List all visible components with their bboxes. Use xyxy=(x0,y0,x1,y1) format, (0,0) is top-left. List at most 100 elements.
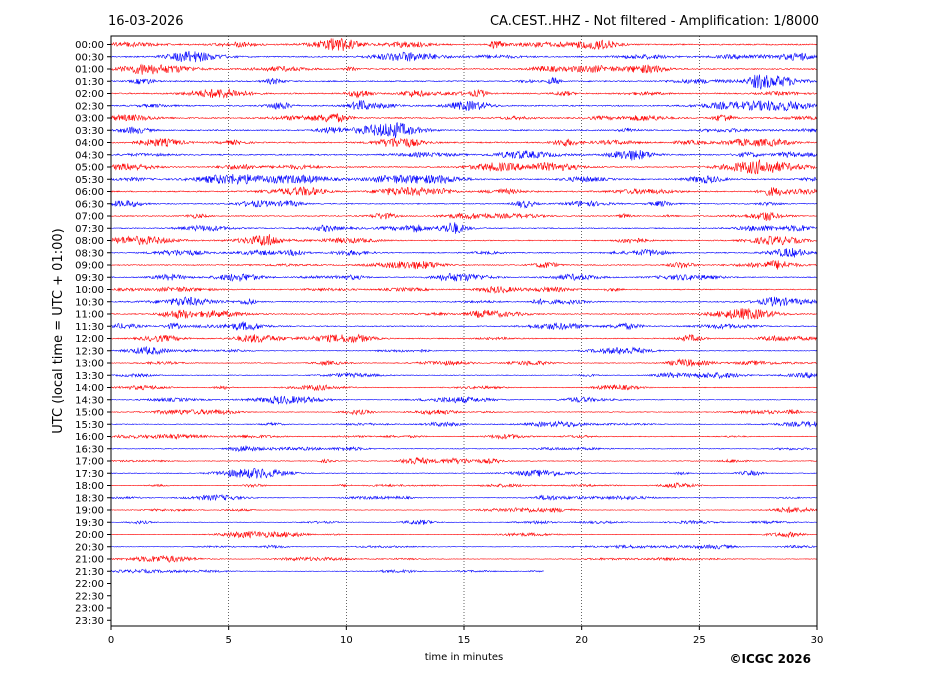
trace-07:30 xyxy=(110,222,817,234)
y-tick-label: 09:30 xyxy=(75,273,104,284)
trace-02:30 xyxy=(110,99,817,112)
y-tick-label: 15:30 xyxy=(75,420,104,431)
trace-05:00 xyxy=(110,159,817,175)
trace-12:00 xyxy=(110,333,817,344)
trace-11:00 xyxy=(110,308,817,320)
trace-21:00 xyxy=(110,555,817,563)
y-tick-label: 12:30 xyxy=(75,346,104,357)
trace-12:30 xyxy=(110,345,817,356)
y-tick-label: 08:00 xyxy=(75,236,104,247)
y-tick-label: 20:00 xyxy=(75,530,104,541)
y-tick-label: 03:00 xyxy=(75,114,104,125)
trace-03:30 xyxy=(110,122,817,139)
trace-21:30 xyxy=(110,568,544,574)
y-tick-label: 22:00 xyxy=(75,579,104,590)
y-tick-label: 00:00 xyxy=(75,40,104,51)
y-tick-label: 18:30 xyxy=(75,493,104,504)
y-tick-label: 12:00 xyxy=(75,334,104,345)
y-tick-label: 19:30 xyxy=(75,518,104,529)
y-tick-label: 19:00 xyxy=(75,506,104,517)
y-tick-label: 10:00 xyxy=(75,285,104,296)
y-tick-label: 21:00 xyxy=(75,555,104,566)
trace-15:30 xyxy=(110,420,817,428)
trace-15:00 xyxy=(110,408,817,416)
seismic-traces xyxy=(110,38,817,574)
y-tick-label: 02:30 xyxy=(75,101,104,112)
y-tick-label: 16:30 xyxy=(75,444,104,455)
trace-03:00 xyxy=(110,112,817,123)
y-tick-label: 05:30 xyxy=(75,175,104,186)
copyright-notice: ©ICGC 2026 xyxy=(729,652,811,666)
y-tick-label: 04:30 xyxy=(75,150,104,161)
y-tick-label: 14:30 xyxy=(75,395,104,406)
y-tick-label: 05:00 xyxy=(75,163,104,174)
y-tick-label: 06:30 xyxy=(75,199,104,210)
trace-00:30 xyxy=(110,50,817,63)
trace-17:30 xyxy=(110,467,817,479)
y-tick-label: 21:30 xyxy=(75,567,104,578)
y-tick-label: 01:30 xyxy=(75,77,104,88)
x-axis-ticks: 0 5 10 15 20 25 30 xyxy=(108,626,824,646)
y-tick-label: 08:30 xyxy=(75,248,104,259)
y-tick-label: 11:00 xyxy=(75,310,104,321)
trace-18:30 xyxy=(110,493,817,502)
trace-13:00 xyxy=(110,358,817,367)
trace-00:00 xyxy=(110,38,817,51)
trace-06:30 xyxy=(110,199,817,209)
y-tick-label: 03:30 xyxy=(75,126,104,137)
y-tick-label: 11:30 xyxy=(75,322,104,333)
y-tick-label: 17:30 xyxy=(75,469,104,480)
trace-13:30 xyxy=(110,371,817,380)
trace-08:00 xyxy=(110,234,817,246)
y-tick-label: 18:00 xyxy=(75,481,104,492)
y-tick-label: 17:00 xyxy=(75,457,104,468)
trace-18:00 xyxy=(110,482,817,489)
y-tick-label: 04:00 xyxy=(75,138,104,149)
x-tick-label: 30 xyxy=(811,635,824,646)
y-tick-label: 09:00 xyxy=(75,261,104,272)
gridlines xyxy=(228,36,700,626)
y-tick-label: 22:30 xyxy=(75,591,104,602)
trace-09:00 xyxy=(110,260,817,270)
trace-14:30 xyxy=(110,395,817,405)
trace-17:00 xyxy=(110,456,817,465)
chart-title: CA.CEST..HHZ - Not filtered - Amplificat… xyxy=(490,14,819,29)
trace-09:30 xyxy=(110,272,817,282)
trace-10:30 xyxy=(110,296,817,307)
trace-16:30 xyxy=(110,445,817,453)
x-axis-label: time in minutes xyxy=(425,652,504,663)
x-tick-label: 15 xyxy=(458,635,471,646)
trace-01:00 xyxy=(110,63,817,75)
y-tick-label: 16:00 xyxy=(75,432,104,443)
x-tick-label: 25 xyxy=(693,635,706,646)
trace-16:00 xyxy=(110,433,817,441)
x-tick-label: 20 xyxy=(575,635,588,646)
x-tick-label: 10 xyxy=(340,635,353,646)
trace-14:00 xyxy=(110,384,817,392)
x-tick-label: 5 xyxy=(225,635,231,646)
trace-11:30 xyxy=(110,320,817,331)
trace-20:30 xyxy=(110,543,817,550)
trace-07:00 xyxy=(110,211,817,222)
trace-04:00 xyxy=(110,137,817,148)
trace-05:30 xyxy=(110,174,817,185)
x-tick-label: 0 xyxy=(108,635,114,646)
trace-02:00 xyxy=(110,88,817,99)
trace-19:00 xyxy=(110,506,817,514)
trace-20:00 xyxy=(110,530,817,539)
trace-06:00 xyxy=(110,186,817,197)
y-tick-label: 23:30 xyxy=(75,616,104,627)
chart-date: 16-03-2026 xyxy=(108,14,184,29)
y-tick-label: 01:00 xyxy=(75,65,104,76)
trace-04:30 xyxy=(110,150,817,161)
y-axis-label: UTC (local time = UTC + 01:00) xyxy=(51,228,66,433)
y-tick-label: 07:00 xyxy=(75,212,104,223)
y-tick-label: 06:00 xyxy=(75,187,104,198)
y-tick-label: 20:30 xyxy=(75,542,104,553)
trace-10:00 xyxy=(110,286,817,294)
y-tick-label: 23:00 xyxy=(75,604,104,615)
y-tick-label: 14:00 xyxy=(75,383,104,394)
y-tick-label: 00:30 xyxy=(75,52,104,63)
